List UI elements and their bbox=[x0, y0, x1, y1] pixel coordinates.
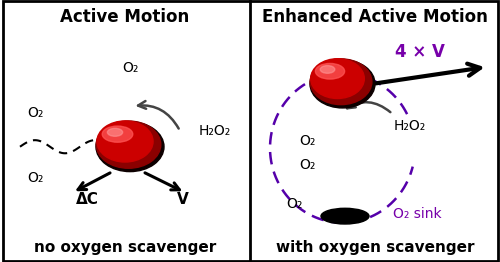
Text: ΔC: ΔC bbox=[76, 192, 99, 207]
Text: no oxygen scavenger: no oxygen scavenger bbox=[34, 240, 216, 255]
Ellipse shape bbox=[96, 121, 161, 168]
Text: O₂ sink: O₂ sink bbox=[393, 206, 442, 221]
Text: O₂: O₂ bbox=[300, 134, 316, 149]
Ellipse shape bbox=[321, 208, 369, 224]
Ellipse shape bbox=[96, 122, 164, 172]
Ellipse shape bbox=[102, 126, 133, 142]
Text: O₂: O₂ bbox=[122, 61, 138, 75]
Text: Active Motion: Active Motion bbox=[60, 8, 190, 26]
Ellipse shape bbox=[310, 59, 372, 105]
Ellipse shape bbox=[310, 60, 375, 108]
Text: 4 × V: 4 × V bbox=[395, 43, 445, 61]
Text: O₂: O₂ bbox=[27, 171, 43, 185]
Text: V: V bbox=[176, 192, 188, 207]
Ellipse shape bbox=[97, 121, 153, 162]
Text: H₂O₂: H₂O₂ bbox=[394, 119, 426, 133]
Text: O₂: O₂ bbox=[27, 106, 43, 120]
Text: Enhanced Active Motion: Enhanced Active Motion bbox=[262, 8, 488, 26]
Ellipse shape bbox=[316, 63, 344, 79]
Text: O₂: O₂ bbox=[286, 197, 302, 211]
Ellipse shape bbox=[310, 59, 364, 99]
Text: O₂: O₂ bbox=[300, 158, 316, 172]
Ellipse shape bbox=[320, 66, 335, 73]
Text: H₂O₂: H₂O₂ bbox=[199, 124, 231, 138]
Ellipse shape bbox=[108, 128, 122, 136]
Text: with oxygen scavenger: with oxygen scavenger bbox=[276, 240, 474, 255]
